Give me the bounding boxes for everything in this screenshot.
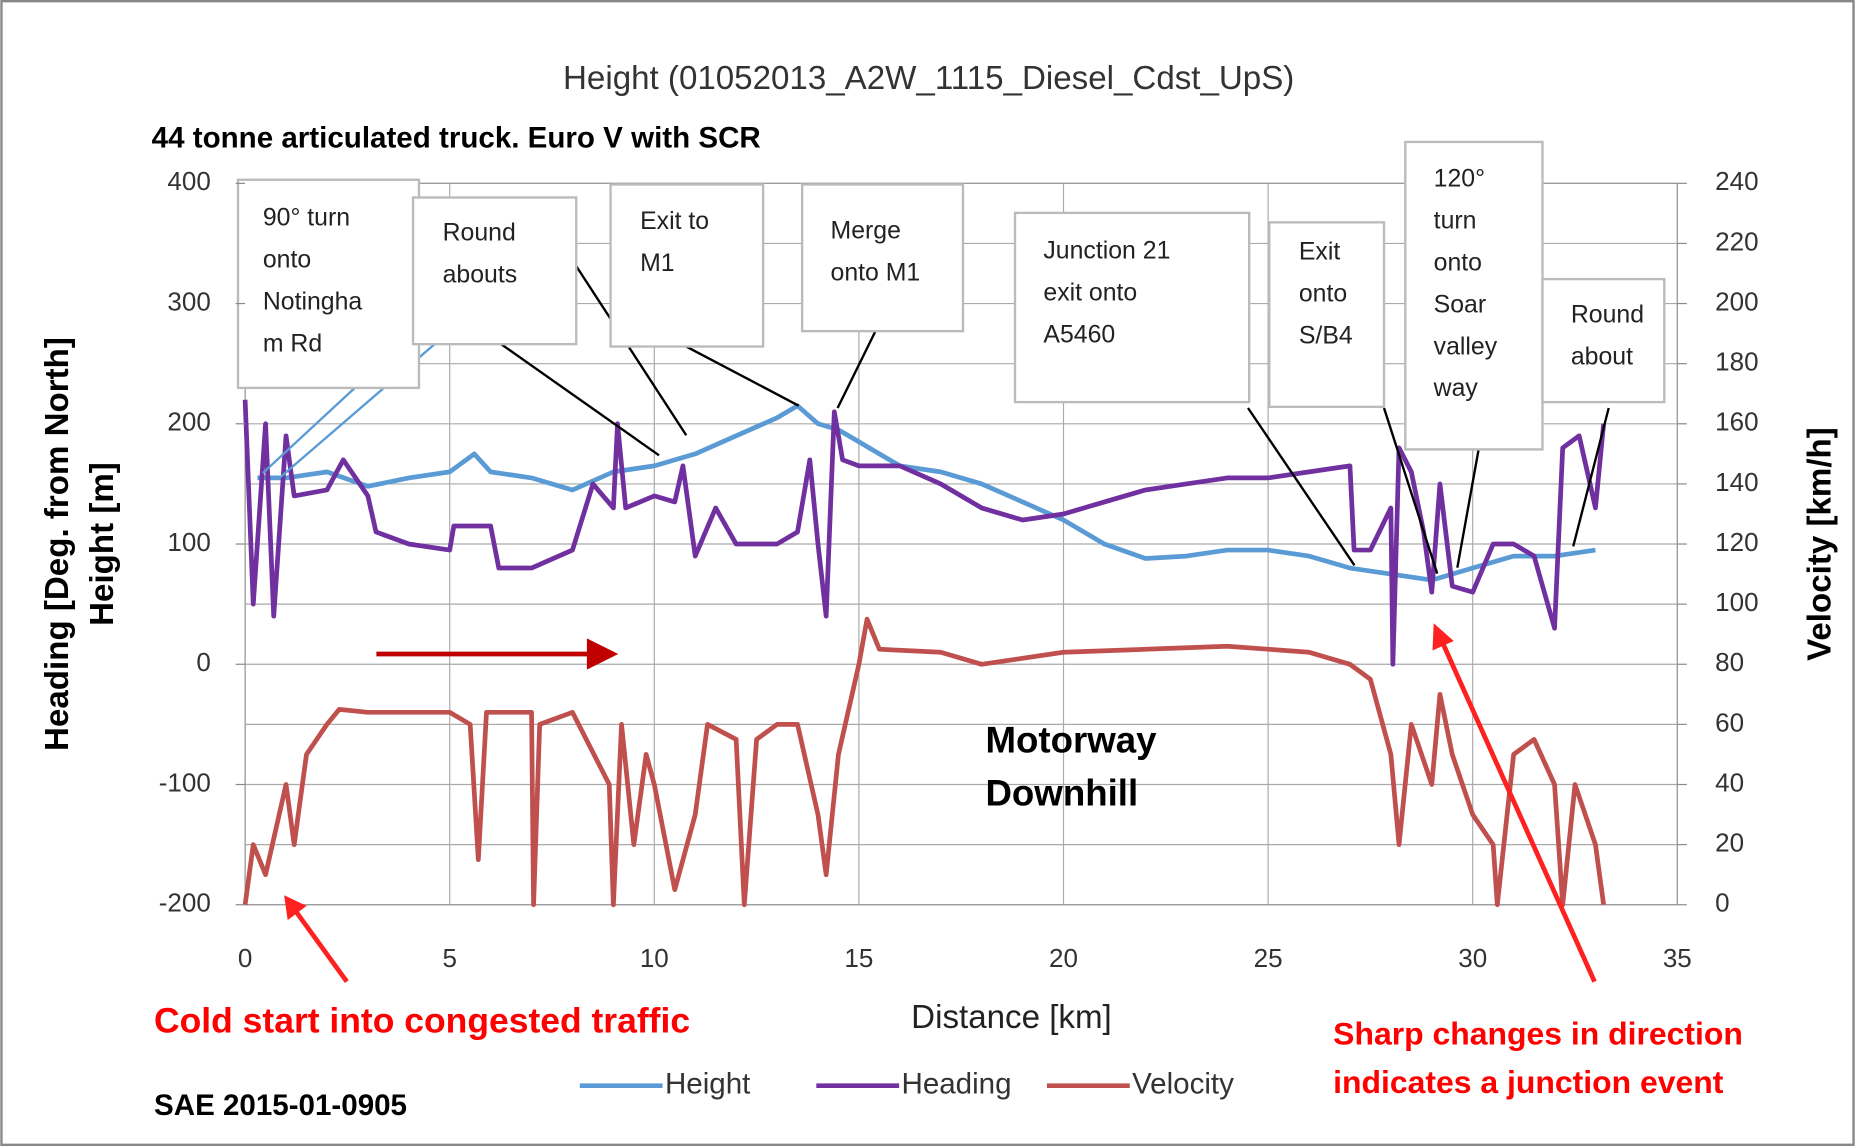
annotation-text: 120°	[1434, 165, 1485, 192]
y2-tick-label: 0	[1715, 888, 1729, 918]
annotation-text: Notingha	[263, 288, 363, 315]
annotation-text: valley	[1434, 333, 1498, 360]
legend-label: Height	[665, 1067, 750, 1100]
annotation-text: A5460	[1043, 321, 1115, 348]
x-tick-label: 35	[1663, 943, 1692, 973]
y2-axis-label: Velocity [km/h]	[1801, 427, 1838, 661]
y2-tick-label: 180	[1715, 347, 1758, 377]
subtitle: 44 tonne articulated truck. Euro V with …	[152, 121, 761, 154]
annotation-text: m Rd	[263, 330, 322, 357]
x-tick-label: 25	[1254, 943, 1283, 973]
annotation-text: about	[1571, 343, 1633, 370]
annotation-text: way	[1433, 375, 1479, 402]
y2-tick-label: 240	[1715, 166, 1758, 196]
y2-tick-label: 200	[1715, 286, 1758, 316]
arrow	[1247, 407, 1356, 566]
annotation-text: Merge	[831, 217, 901, 244]
y2-tick-label: 220	[1715, 226, 1758, 256]
red-note: indicates a junction event	[1333, 1064, 1724, 1100]
annotation-text: Exit	[1299, 239, 1340, 266]
note: Downhill	[985, 773, 1138, 814]
x-tick-label: 0	[238, 943, 252, 973]
y-axis-label: Heading [Deg. from North]	[39, 337, 76, 751]
x-axis-label: Distance [km]	[911, 999, 1112, 1036]
annotation-box	[1404, 140, 1544, 451]
red-note: Sharp changes in direction	[1333, 1015, 1743, 1051]
chart-title: Height (01052013_A2W_1115_Diesel_Cdst_Up…	[563, 60, 1294, 97]
annotation-box	[411, 196, 578, 346]
annotation-text: Round	[443, 220, 516, 247]
y-tick-label: -200	[159, 888, 211, 918]
annotation-box	[800, 183, 965, 333]
annotation-text: Soar	[1434, 291, 1486, 318]
x-tick-label: 30	[1458, 943, 1487, 973]
x-tick-label: 20	[1049, 943, 1078, 973]
y2-tick-label: 20	[1715, 827, 1744, 857]
y-tick-label: 0	[196, 647, 210, 677]
y2-tick-label: 160	[1715, 407, 1758, 437]
arrow	[575, 265, 688, 436]
annotations: 90° turn onto Notingha m Rd Round abouts Exit …	[236, 140, 1666, 574]
arrow	[1438, 637, 1597, 983]
series-line	[257, 403, 1596, 583]
x-tick-label: 5	[442, 943, 456, 973]
annotation-text: turn	[1434, 207, 1477, 234]
annotation-text: onto	[1434, 249, 1482, 276]
arrow	[277, 330, 451, 480]
y-tick-label: 200	[167, 407, 210, 437]
annotation-text: onto	[263, 246, 311, 273]
arrow	[291, 906, 349, 983]
y-axis-label: Height [m]	[84, 462, 121, 626]
annotation-text: Junction 21	[1043, 237, 1170, 264]
red-arrows	[284, 623, 1597, 983]
y2-tick-label: 40	[1715, 767, 1744, 797]
source: SAE 2015-01-0905	[154, 1089, 407, 1122]
red-note: Cold start into congested traffic	[154, 1000, 690, 1040]
lines	[242, 399, 1606, 908]
annotation-text: onto M1	[831, 259, 921, 286]
annotation-text: M1	[640, 250, 675, 277]
arrow	[1572, 407, 1610, 547]
note: Motorway	[985, 719, 1157, 760]
y-tick-label: 400	[167, 166, 210, 196]
arrow-head	[1432, 623, 1454, 651]
annotation-box	[1268, 221, 1386, 409]
annotation-text: abouts	[443, 262, 518, 289]
y2-tick-label: 120	[1715, 527, 1758, 557]
annotation-text: exit onto	[1043, 279, 1137, 306]
y2-tick-label: 80	[1715, 647, 1744, 677]
x-tick-label: 10	[640, 943, 669, 973]
series-line	[242, 399, 1606, 667]
y-tick-label: 300	[167, 286, 210, 316]
annotation-box	[1541, 277, 1666, 404]
arrow	[836, 330, 877, 409]
series-line	[242, 616, 1606, 908]
annotation-box	[1013, 211, 1251, 404]
annotation-text: onto	[1299, 281, 1347, 308]
arrow-head	[586, 638, 619, 670]
arrow	[1456, 449, 1480, 568]
arrow	[490, 336, 660, 457]
legend: Height Heading Velocity	[579, 1067, 1234, 1100]
y-tick-label: 100	[167, 527, 210, 557]
legend-label: Velocity	[1132, 1067, 1234, 1100]
annotation-text: Exit to	[640, 208, 709, 235]
annotation-text: Round	[1571, 301, 1644, 328]
annotation-text: S/B4	[1299, 323, 1353, 350]
arrow	[1382, 407, 1439, 574]
arrow-head	[284, 895, 307, 921]
arrow	[685, 345, 800, 407]
x-tick-label: 15	[844, 943, 873, 973]
y2-tick-label: 60	[1715, 707, 1744, 737]
y2-tick-label: 100	[1715, 587, 1758, 617]
annotation-box	[609, 183, 765, 348]
annotation-text: 90° turn	[263, 204, 350, 231]
y-tick-label: -100	[159, 767, 211, 797]
legend-label: Heading	[901, 1067, 1011, 1100]
y2-tick-label: 140	[1715, 467, 1758, 497]
